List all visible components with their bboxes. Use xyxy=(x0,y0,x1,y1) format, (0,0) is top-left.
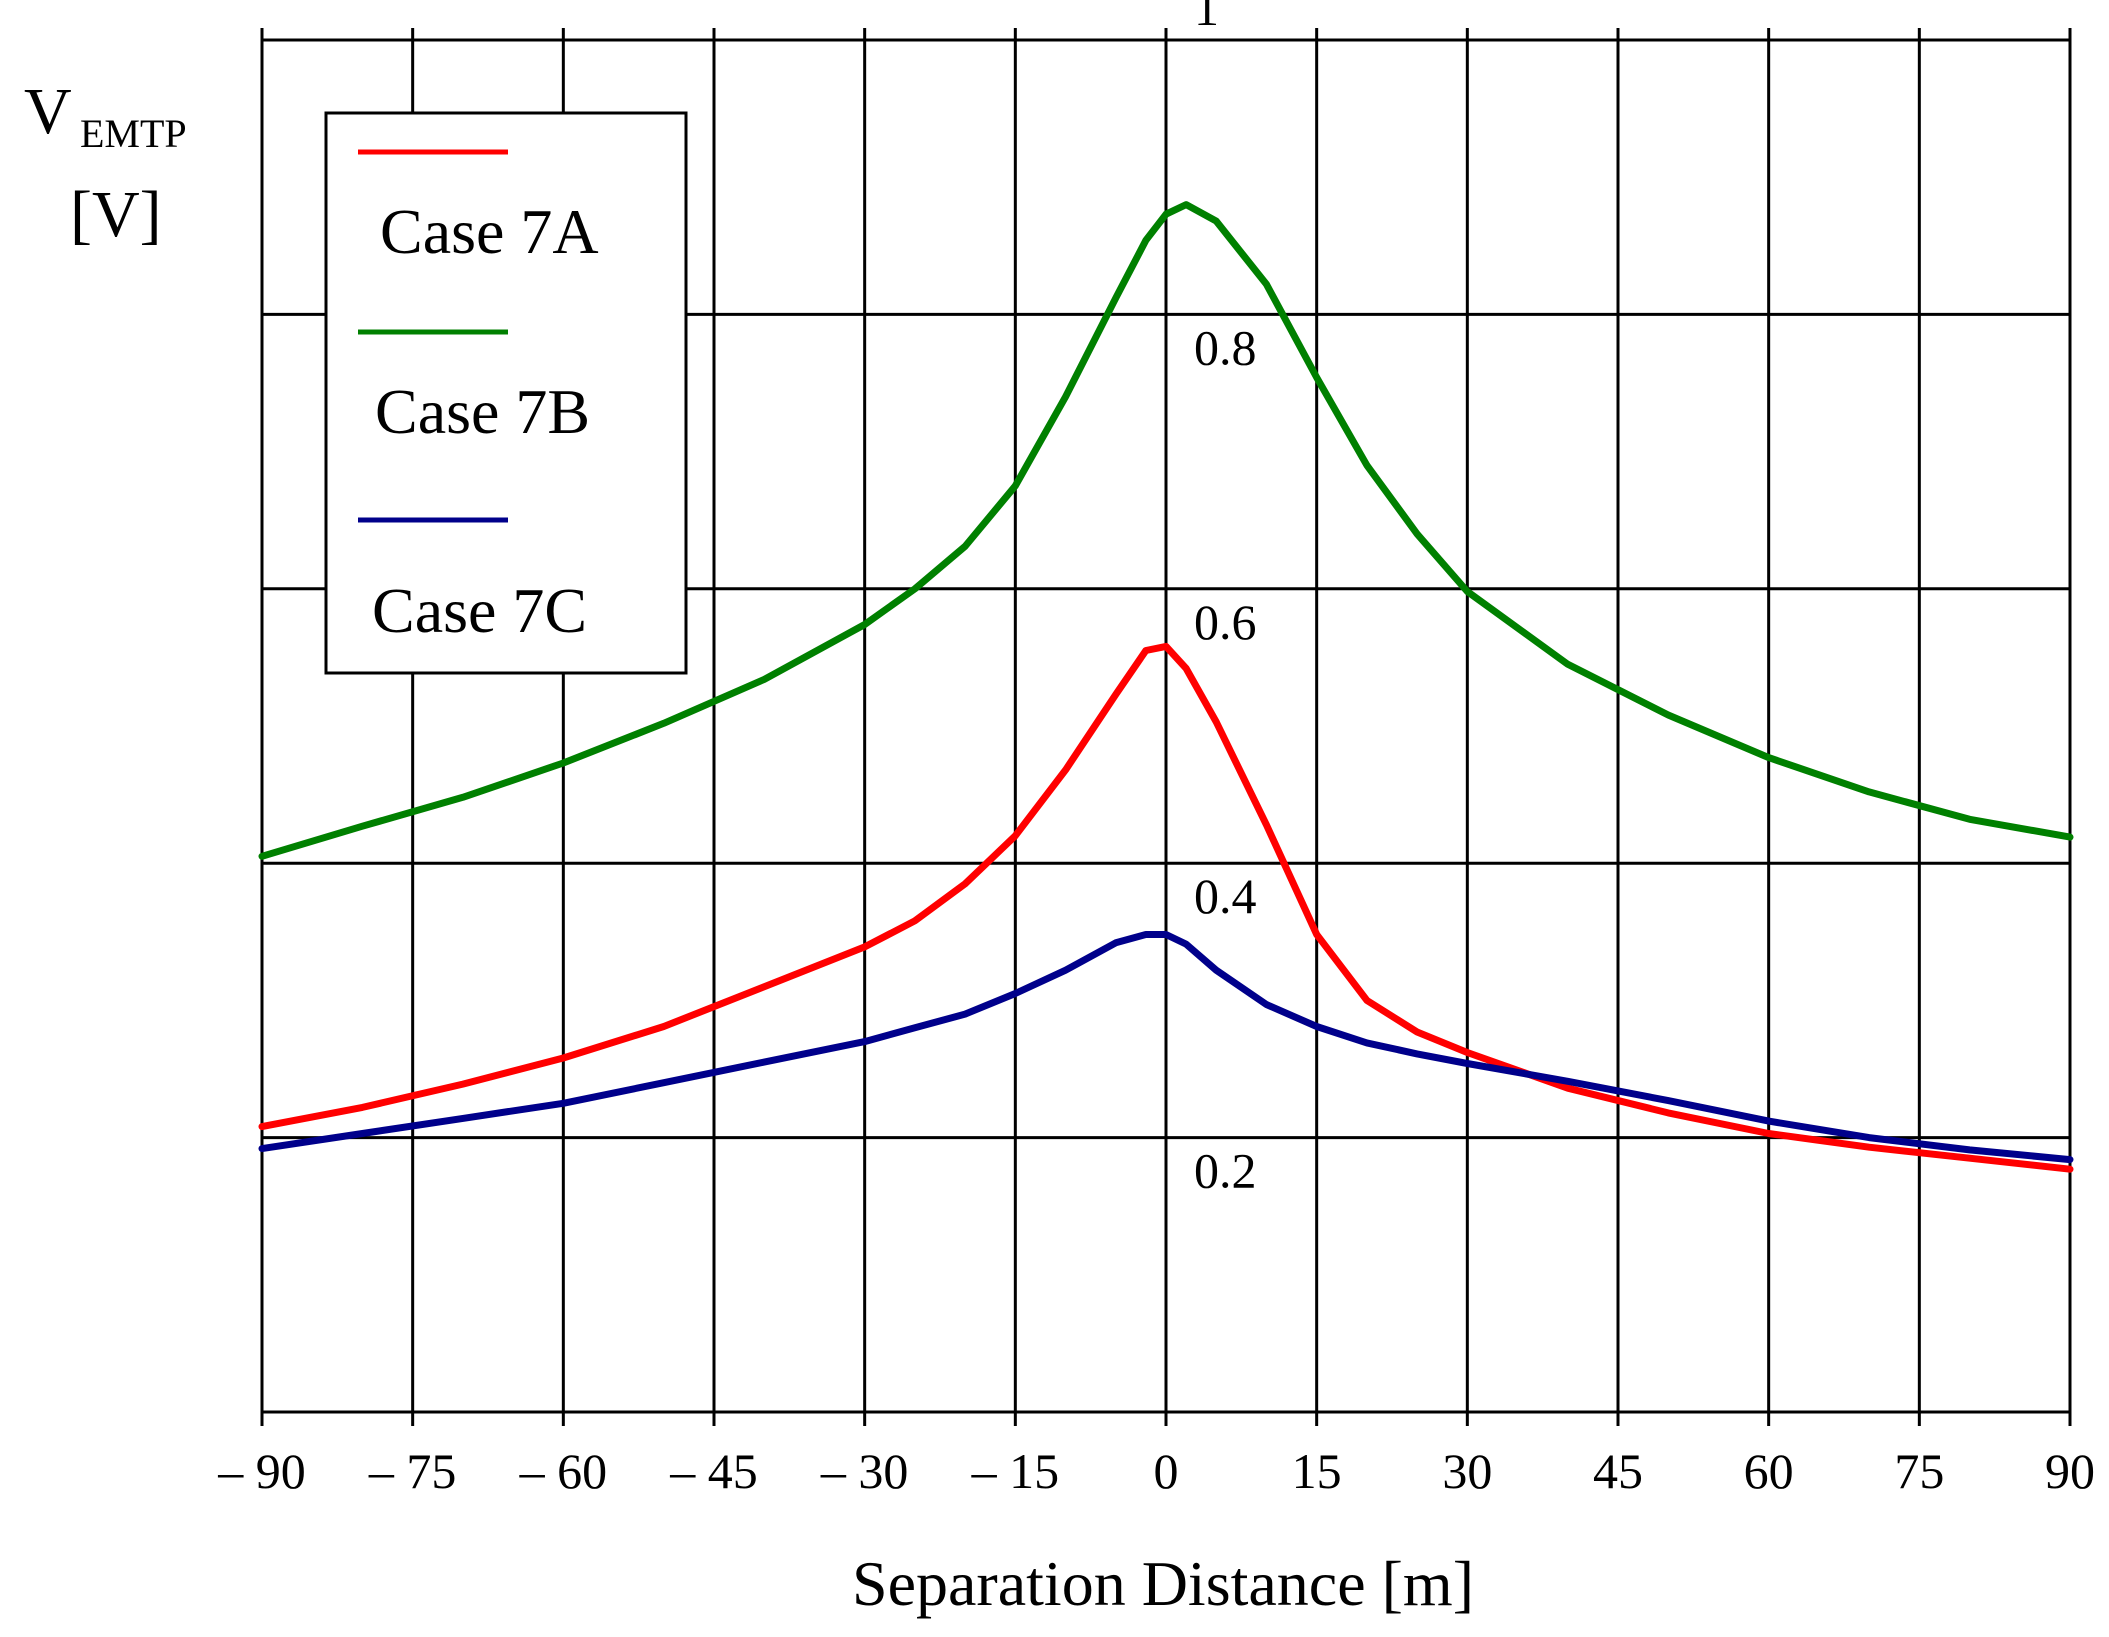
y-tick-label: 0.8 xyxy=(1194,319,1257,375)
y-axis-label-subscript: EMTP xyxy=(80,111,187,156)
y-axis-label-symbol: V xyxy=(24,75,72,148)
legend-label-case-7b: Case 7B xyxy=(375,376,590,447)
x-tick-label: 90 xyxy=(2045,1443,2095,1499)
x-tick-label: 75 xyxy=(1894,1443,1944,1499)
y-tick-label: 1 xyxy=(1194,0,1219,36)
x-tick-label: 60 xyxy=(1744,1443,1794,1499)
x-tick-label: – 60 xyxy=(519,1443,608,1499)
y-tick-label: 0.2 xyxy=(1194,1143,1257,1199)
legend-box xyxy=(324,111,688,675)
series-line-case-7c xyxy=(258,931,2074,1164)
x-tick-label: – 75 xyxy=(368,1443,457,1499)
legend-label-case-7a: Case 7A xyxy=(380,196,599,267)
y-axis-label-unit: [V] xyxy=(70,178,162,251)
x-tick-label: 45 xyxy=(1593,1443,1643,1499)
legend-item-case-7a: Case 7A xyxy=(358,149,599,267)
y-tick-label: 0.6 xyxy=(1194,594,1257,650)
legend-item-case-7c: Case 7C xyxy=(358,517,587,646)
y-tick-label: 0.4 xyxy=(1194,868,1257,924)
legend-label-case-7c: Case 7C xyxy=(372,575,587,646)
legend-item-case-7b: Case 7B xyxy=(358,329,590,447)
series-line-case-7a xyxy=(258,642,2074,1173)
legend: Case 7A Case 7B Case 7C xyxy=(324,111,688,675)
y-axis-ticks: 0.2 0.4 0.6 0.8 1 xyxy=(1194,0,1257,1199)
x-axis-ticks: – 90 – 75 – 60 – 45 – 30 – 15 0 15 30 45 60 75 90 xyxy=(217,1412,2095,1499)
grid xyxy=(260,28,2072,1414)
x-tick-label: 30 xyxy=(1442,1443,1492,1499)
x-tick-label: – 45 xyxy=(669,1443,758,1499)
x-tick-label: 15 xyxy=(1292,1443,1342,1499)
x-tick-label: – 15 xyxy=(971,1443,1060,1499)
series-layer xyxy=(258,201,2074,1173)
x-tick-label: 0 xyxy=(1154,1443,1179,1499)
x-axis-label: Separation Distance [m] xyxy=(852,1548,1474,1619)
series-line-case-7b xyxy=(258,201,2074,860)
x-tick-label: – 90 xyxy=(217,1443,306,1499)
x-tick-label: – 30 xyxy=(820,1443,909,1499)
